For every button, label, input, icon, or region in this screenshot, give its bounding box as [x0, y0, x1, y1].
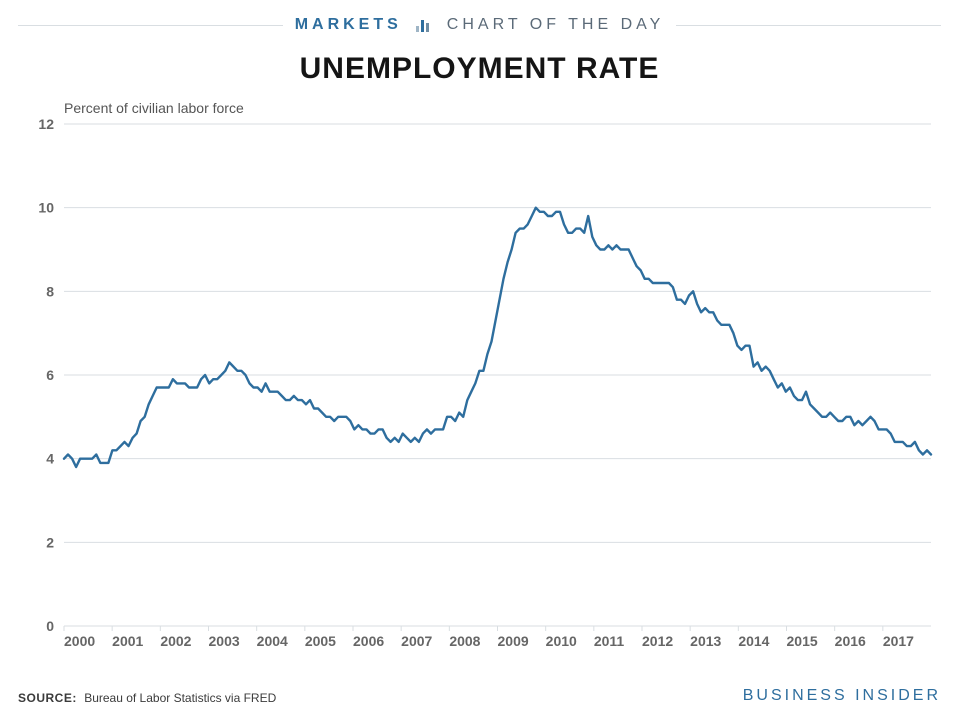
line-chart-svg: 0 2 4 6 8 10 12 2000 2001 2002 2003 2004 2005 2006 200… — [18, 116, 941, 656]
svg-text:2011: 2011 — [594, 633, 625, 649]
svg-text:2015: 2015 — [787, 633, 818, 649]
svg-text:2008: 2008 — [449, 633, 480, 649]
chart-area: 0 2 4 6 8 10 12 2000 2001 2002 2003 2004 2005 2006 200… — [18, 116, 941, 656]
chart-title: UNEMPLOYMENT RATE — [18, 52, 941, 86]
brand-markets: MARKETS — [295, 16, 402, 34]
svg-text:2010: 2010 — [546, 633, 577, 649]
svg-text:2001: 2001 — [112, 633, 143, 649]
source-text: Bureau of Labor Statistics via FRED — [84, 691, 276, 705]
svg-text:2006: 2006 — [353, 633, 384, 649]
svg-text:2: 2 — [46, 534, 54, 550]
header-rule-left — [18, 25, 283, 26]
chart-frame: MARKETS CHART OF THE DAY UNEMPLOYMENT RA… — [0, 0, 959, 719]
svg-text:10: 10 — [38, 200, 54, 216]
svg-text:2000: 2000 — [64, 633, 95, 649]
chart-subtitle: Percent of civilian labor force — [64, 100, 941, 116]
svg-text:2003: 2003 — [209, 633, 240, 649]
svg-text:2014: 2014 — [738, 633, 769, 649]
svg-text:2002: 2002 — [160, 633, 191, 649]
svg-text:0: 0 — [46, 618, 54, 634]
svg-text:6: 6 — [46, 367, 54, 383]
svg-text:12: 12 — [38, 116, 54, 132]
svg-text:2013: 2013 — [690, 633, 721, 649]
svg-text:2004: 2004 — [257, 633, 288, 649]
svg-text:4: 4 — [46, 451, 54, 467]
header-rule-right — [676, 25, 941, 26]
svg-text:8: 8 — [46, 283, 54, 299]
svg-text:2016: 2016 — [835, 633, 866, 649]
svg-text:2012: 2012 — [642, 633, 673, 649]
business-insider-logo: BUSINESS INSIDER — [743, 687, 941, 705]
svg-text:2009: 2009 — [498, 633, 529, 649]
header-bar: MARKETS CHART OF THE DAY — [18, 12, 941, 44]
source-line: SOURCE: Bureau of Labor Statistics via F… — [18, 691, 276, 705]
bars-icon — [416, 18, 429, 32]
svg-text:2007: 2007 — [401, 633, 432, 649]
svg-text:2005: 2005 — [305, 633, 336, 649]
footer: SOURCE: Bureau of Labor Statistics via F… — [18, 687, 941, 705]
brand-suffix: CHART OF THE DAY — [447, 16, 665, 34]
source-label: SOURCE: — [18, 691, 77, 705]
svg-text:2017: 2017 — [883, 633, 914, 649]
